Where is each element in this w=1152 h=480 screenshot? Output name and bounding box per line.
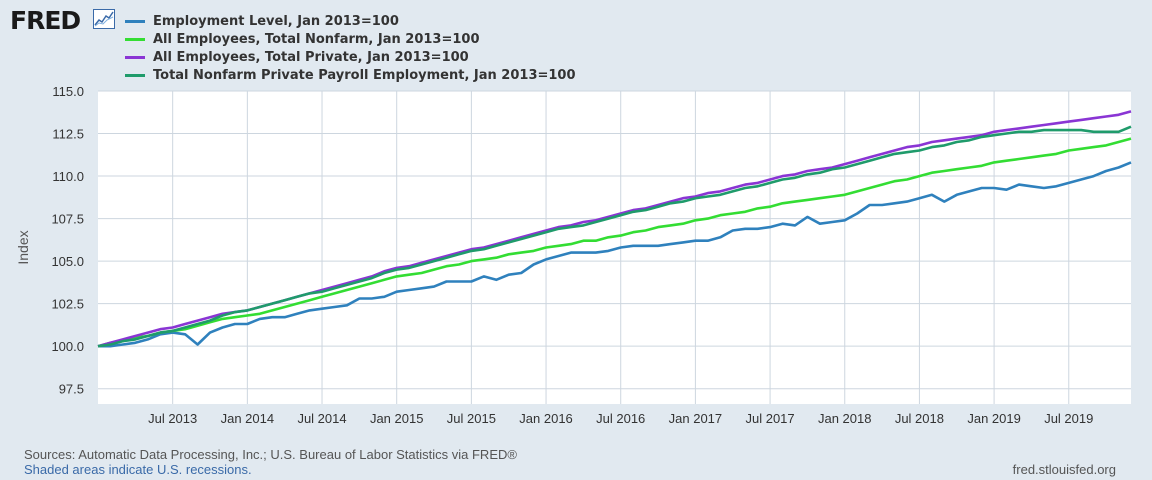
series-line-1 (98, 161, 1132, 348)
line-chart: 97.5 100.0 102.5 105.0 107.5 110.0 112.5 115.0 J… (15, 84, 1132, 426)
y-axis-label: Index (15, 230, 31, 264)
x-tick-label: Jan 2015 (370, 411, 424, 426)
chart-legend: Employment Level, Jan 2013=100 All Employ… (125, 12, 576, 84)
y-tick-label: 112.5 (52, 127, 84, 142)
x-tick-label: Jan 2018 (818, 411, 872, 426)
legend-swatch (125, 19, 145, 23)
y-tick-label: 105.0 (51, 254, 84, 269)
legend-label: All Employees, Total Private, Jan 2013=1… (153, 49, 469, 65)
x-tick-label: Jul 2013 (148, 411, 197, 426)
series-line-2 (97, 137, 1132, 348)
legend-item[interactable]: Employment Level, Jan 2013=100 (125, 12, 576, 30)
y-tick-label: 102.5 (51, 297, 84, 312)
legend-label: Total Nonfarm Private Payroll Employment… (153, 67, 576, 83)
footer-url-link[interactable]: fred.stlouisfed.org (1012, 462, 1116, 477)
x-tick-label: Jul 2019 (1044, 411, 1093, 426)
x-tick-label: Jan 2014 (221, 411, 275, 426)
series-line-4 (97, 125, 1132, 348)
x-tick-label: Jan 2019 (967, 411, 1021, 426)
x-tick-label: Jul 2014 (297, 411, 346, 426)
legend-swatch (125, 73, 145, 77)
y-tick-label: 115.0 (52, 84, 84, 99)
legend-swatch (125, 55, 145, 59)
x-tick-label: Jul 2015 (447, 411, 496, 426)
x-tick-label: Jan 2017 (669, 411, 723, 426)
x-tick-label: Jan 2016 (519, 411, 573, 426)
footer-recessions-link[interactable]: Shaded areas indicate U.S. recessions. (24, 462, 252, 477)
fred-logo[interactable]: FRED (10, 6, 81, 35)
legend-label: Employment Level, Jan 2013=100 (153, 13, 399, 29)
y-tick-label: 107.5 (51, 212, 84, 227)
y-tick-label: 97.5 (59, 382, 84, 397)
legend-item[interactable]: All Employees, Total Private, Jan 2013=1… (125, 48, 576, 66)
legend-label: All Employees, Total Nonfarm, Jan 2013=1… (153, 31, 480, 47)
footer-sources-text: Sources: Automatic Data Processing, Inc.… (24, 447, 517, 462)
legend-item[interactable]: Total Nonfarm Private Payroll Employment… (125, 66, 576, 84)
x-tick-label: Jul 2018 (895, 411, 944, 426)
legend-swatch (125, 37, 145, 41)
x-tick-label: Jul 2016 (596, 411, 645, 426)
y-tick-label: 110.0 (52, 169, 84, 184)
plot-area (98, 91, 1131, 404)
chart-trend-icon (93, 9, 115, 29)
x-tick-label: Jul 2017 (745, 411, 794, 426)
y-tick-label: 100.0 (51, 339, 84, 354)
legend-item[interactable]: All Employees, Total Nonfarm, Jan 2013=1… (125, 30, 576, 48)
